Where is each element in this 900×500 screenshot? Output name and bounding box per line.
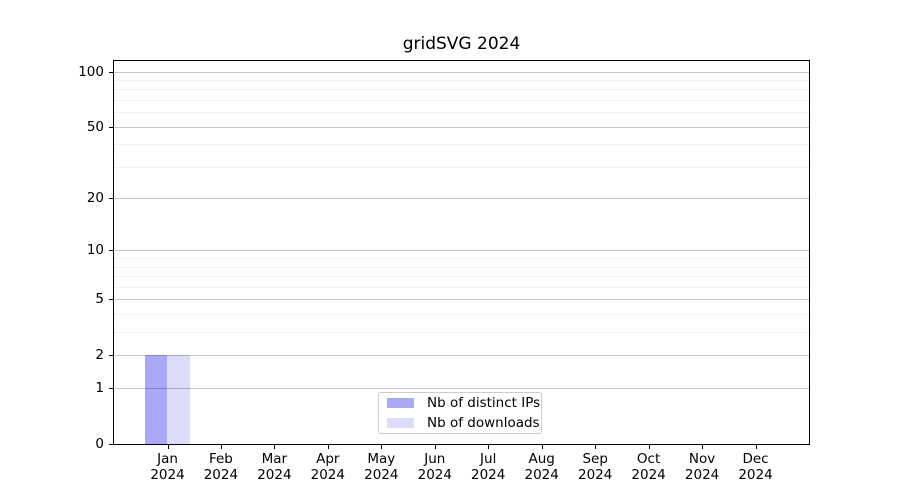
x-tick-mark: [702, 445, 704, 449]
legend-label-distinct-ips: Nb of distinct IPs: [427, 395, 541, 411]
y-tick-mark: [109, 71, 113, 73]
gridline-minor: [114, 258, 809, 260]
x-tick-mark: [541, 445, 543, 449]
x-tick-mark: [220, 445, 222, 449]
x-tick-label-aug: Aug 2024: [524, 451, 559, 483]
gridline-major: [114, 198, 809, 200]
x-tick-mark: [648, 445, 650, 449]
gridline-major: [114, 126, 809, 128]
y-tick-label: 50: [86, 118, 104, 135]
bar-nb-of-distinct-ips-jan: [144, 355, 168, 444]
gridline-minor: [114, 166, 809, 168]
legend-label-downloads: Nb of downloads: [427, 415, 540, 431]
x-tick-label-dec: Dec 2024: [738, 451, 773, 483]
gridline-major: [114, 299, 809, 301]
y-tick-label: 100: [78, 63, 104, 80]
gridlines-layer: [114, 61, 809, 444]
plot-area: [113, 60, 810, 445]
x-tick-label-feb: Feb 2024: [203, 451, 239, 483]
legend: Nb of distinct IPs Nb of downloads: [378, 392, 542, 434]
y-tick-mark: [109, 198, 113, 200]
y-tick-mark: [109, 250, 113, 252]
y-tick-mark: [109, 126, 113, 128]
x-tick-label-sep: Sep 2024: [578, 451, 613, 483]
x-tick-label-mar: Mar 2024: [257, 451, 292, 483]
x-tick-mark: [167, 445, 169, 449]
x-tick-mark: [755, 445, 757, 449]
gridline-minor: [114, 99, 809, 101]
chart-title: gridSVG 2024: [402, 34, 521, 54]
gridline-minor: [114, 276, 809, 278]
legend-item-downloads: Nb of downloads: [387, 415, 541, 431]
x-tick-label-jul: Jul 2024: [471, 451, 506, 483]
gridline-minor: [114, 332, 809, 334]
gridline-minor: [114, 112, 809, 114]
y-tick-label: 5: [95, 291, 104, 308]
bar-nb-of-downloads-jan: [167, 355, 190, 444]
gridline-major: [114, 388, 809, 390]
x-tick-label-apr: Apr 2024: [310, 451, 345, 483]
y-tick-mark: [109, 444, 113, 445]
gridline-minor: [114, 79, 809, 81]
x-tick-mark: [327, 445, 329, 449]
y-tick-label: 10: [86, 242, 104, 259]
x-tick-mark: [488, 445, 490, 449]
y-tick-label: 20: [86, 190, 104, 207]
x-tick-label-nov: Nov 2024: [684, 451, 720, 483]
gridline-minor: [114, 89, 809, 91]
x-tick-label-jan: Jan 2024: [150, 451, 185, 483]
legend-item-distinct-ips: Nb of distinct IPs: [387, 395, 541, 411]
x-tick-mark: [595, 445, 597, 449]
bars-layer: [114, 61, 809, 444]
y-tick-mark: [109, 355, 113, 357]
y-tick-label: 2: [95, 347, 104, 364]
gridline-major: [114, 250, 809, 252]
gridline-major: [114, 355, 809, 357]
gridline-minor: [114, 286, 809, 288]
gridline-minor: [114, 314, 809, 316]
x-tick-mark: [274, 445, 276, 449]
x-tick-label-oct: Oct 2024: [631, 451, 666, 483]
gridline-major: [114, 71, 809, 73]
gridline-minor: [114, 266, 809, 268]
x-tick-mark: [381, 445, 383, 449]
legend-swatch-downloads: [387, 418, 414, 428]
y-tick-mark: [109, 388, 113, 390]
y-tick-label: 1: [95, 380, 104, 397]
x-tick-label-may: May 2024: [364, 451, 399, 483]
gridline-minor: [114, 144, 809, 146]
y-tick-label: 0: [95, 436, 104, 452]
legend-swatch-distinct-ips: [387, 398, 414, 408]
y-tick-mark: [109, 299, 113, 301]
x-tick-mark: [434, 445, 436, 449]
x-tick-label-jun: Jun 2024: [417, 451, 452, 483]
